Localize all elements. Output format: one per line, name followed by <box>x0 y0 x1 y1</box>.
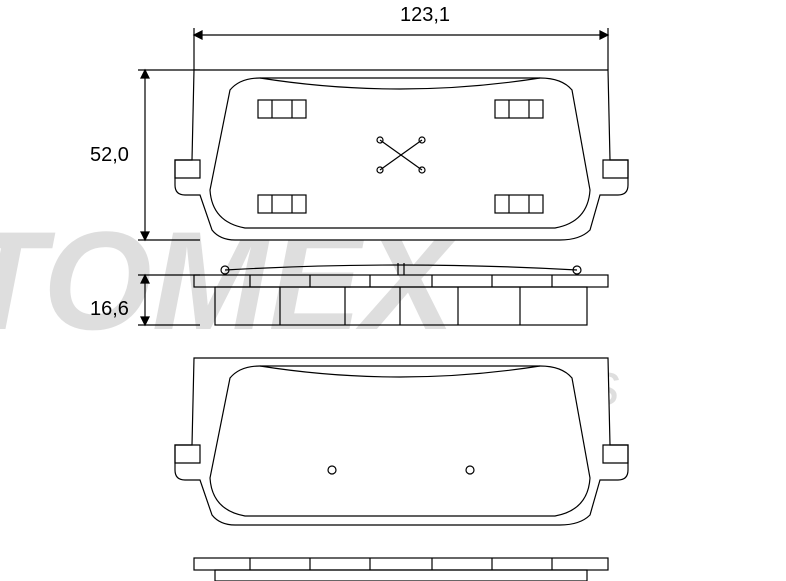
dim-height-label: 52,0 <box>90 144 129 167</box>
front-view-plain <box>175 358 628 525</box>
dim-width <box>194 28 608 70</box>
front-view-clips <box>175 70 628 240</box>
dim-height <box>138 70 200 240</box>
side-section-view <box>194 263 608 325</box>
dim-thickness <box>138 275 200 325</box>
dim-thickness-label: 16,6 <box>90 298 129 321</box>
technical-drawing <box>0 0 786 581</box>
dim-width-label: 123,1 <box>400 4 450 27</box>
bottom-section-view <box>194 558 608 581</box>
